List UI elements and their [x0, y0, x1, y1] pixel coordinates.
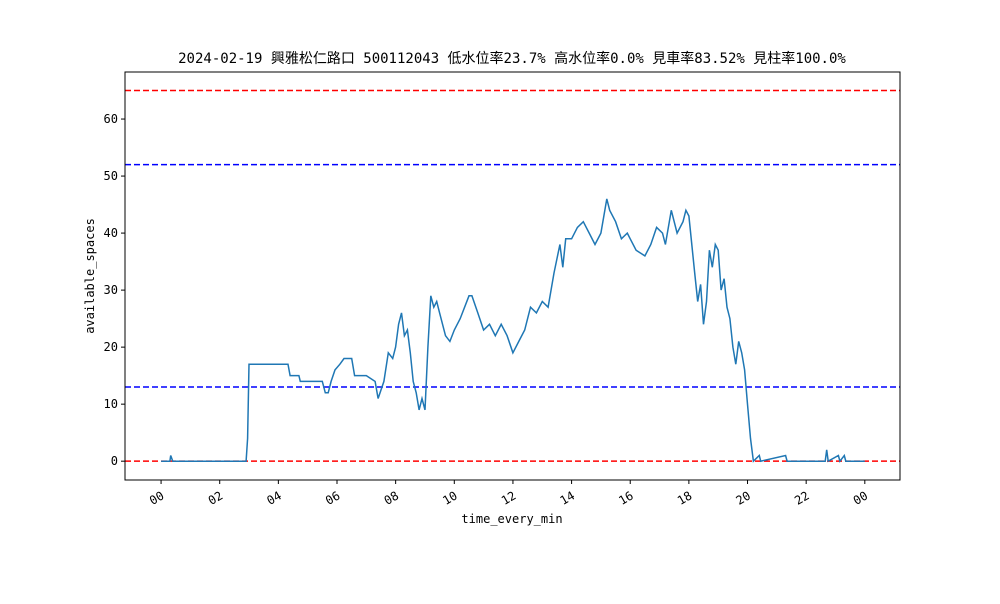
y-tick-label: 40	[104, 226, 118, 240]
x-tick-label: 00	[147, 488, 167, 507]
y-axis-label: available_spaces	[83, 218, 97, 334]
x-tick-label: 00	[851, 488, 871, 507]
x-axis-label: time_every_min	[461, 512, 562, 526]
x-tick-label: 18	[675, 488, 695, 507]
y-tick-label: 0	[111, 454, 118, 468]
y-tick-label: 50	[104, 169, 118, 183]
x-tick-label: 20	[734, 488, 754, 507]
x-tick-label: 10	[440, 488, 460, 507]
x-tick-label: 16	[616, 488, 636, 507]
y-tick-label: 20	[104, 340, 118, 354]
y-tick-label: 60	[104, 112, 118, 126]
y-tick-label: 30	[104, 283, 118, 297]
x-tick-label: 02	[206, 488, 226, 507]
chart-title: 2024-02-19 興雅松仁路口 500112043 低水位率23.7% 高水…	[178, 50, 846, 67]
x-tick-label: 22	[792, 488, 812, 507]
plot-frame	[124, 71, 901, 481]
data-line	[161, 198, 865, 463]
x-tick-label: 08	[382, 488, 402, 507]
x-tick-label: 12	[499, 488, 519, 507]
y-tick-label: 10	[104, 397, 118, 411]
x-tick-label: 04	[264, 488, 284, 507]
x-tick-label: 14	[558, 488, 578, 507]
x-tick-label: 06	[323, 488, 343, 507]
